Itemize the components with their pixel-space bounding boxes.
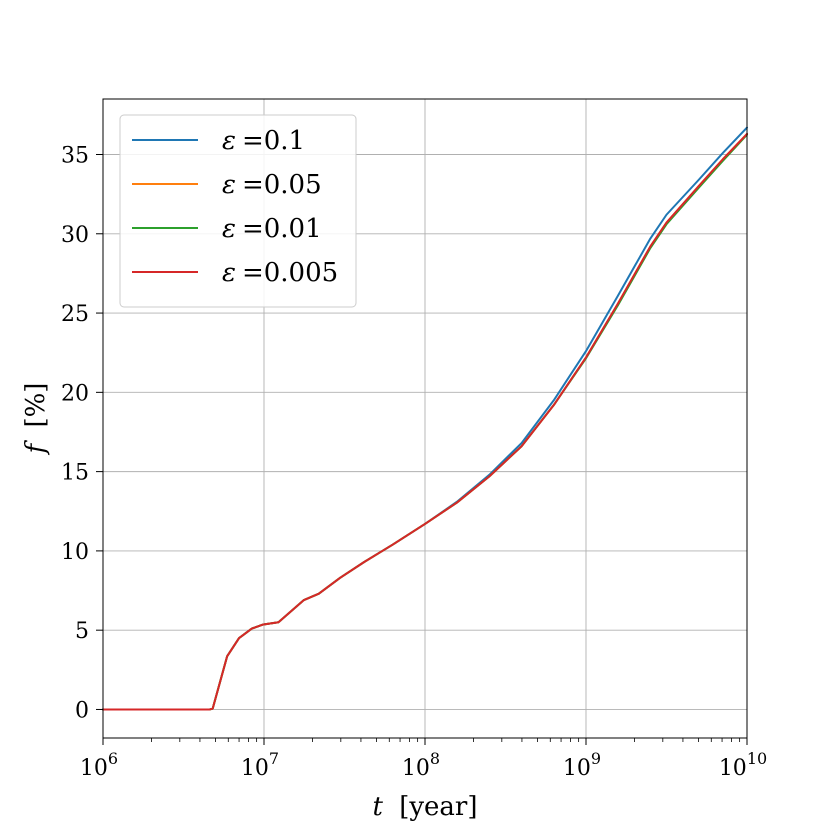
y-tick-label: 35 — [61, 143, 89, 168]
x-tick-label: 108 — [402, 749, 440, 781]
x-axis-variable: t — [372, 792, 383, 822]
y-tick-label: 25 — [61, 302, 89, 327]
x-tick-exponent: 8 — [430, 749, 440, 768]
x-tick-base: 10 — [563, 756, 591, 781]
series-layer — [102, 126, 748, 711]
tick-layer — [96, 153, 748, 745]
y-tick-label: 15 — [61, 461, 89, 486]
legend-entries: ε =0.1ε =0.05ε =0.01ε =0.005 — [132, 126, 338, 288]
x-tick-exponent: 9 — [591, 749, 601, 768]
legend-value: =0.1 — [242, 126, 305, 156]
legend-value: =0.01 — [242, 214, 322, 244]
legend-box — [119, 114, 357, 308]
legend-label: ε =0.1 — [222, 126, 305, 156]
y-tick-labels: 0 5 10 15 20 25 30 35 — [61, 143, 89, 723]
x-tick-label: 1010 — [719, 749, 767, 781]
legend-value: =0.005 — [242, 258, 338, 288]
legend-label: ε =0.005 — [222, 258, 338, 288]
y-axis-variable: f — [21, 439, 51, 455]
legend-symbol: ε — [222, 170, 236, 200]
x-tick-exponent: 6 — [108, 749, 118, 768]
x-tick-label: 107 — [241, 749, 279, 781]
legend-label: ε =0.05 — [222, 170, 322, 200]
x-tick-exponent: 7 — [269, 749, 279, 768]
legend-symbol: ε — [222, 214, 236, 244]
legend-symbol: ε — [222, 126, 236, 156]
series-line-4 — [102, 132, 748, 711]
y-tick-label: 0 — [75, 698, 89, 723]
x-axis-label: t [year] — [372, 792, 477, 822]
y-axis-label: f [%] — [21, 383, 51, 456]
y-axis-unit: [%] — [21, 383, 51, 428]
x-tick-base: 10 — [719, 756, 747, 781]
x-tick-base: 10 — [80, 756, 108, 781]
legend-symbol: ε — [222, 258, 236, 288]
x-tick-label: 106 — [80, 749, 118, 781]
x-axis-unit: [year] — [399, 792, 477, 822]
x-tick-labels: 106 107 108 109 1010 — [80, 749, 767, 781]
y-tick-label: 20 — [61, 381, 89, 406]
legend: ε =0.1ε =0.05ε =0.01ε =0.005 — [119, 114, 357, 308]
y-tick-label: 5 — [75, 619, 89, 644]
legend-label: ε =0.01 — [222, 214, 322, 244]
x-tick-exponent: 10 — [747, 749, 767, 768]
x-tick-label: 109 — [563, 749, 601, 781]
legend-value: =0.05 — [242, 170, 322, 200]
y-tick-label: 10 — [61, 540, 89, 565]
x-tick-base: 10 — [241, 756, 269, 781]
y-tick-label: 30 — [61, 223, 89, 248]
x-tick-base: 10 — [402, 756, 430, 781]
